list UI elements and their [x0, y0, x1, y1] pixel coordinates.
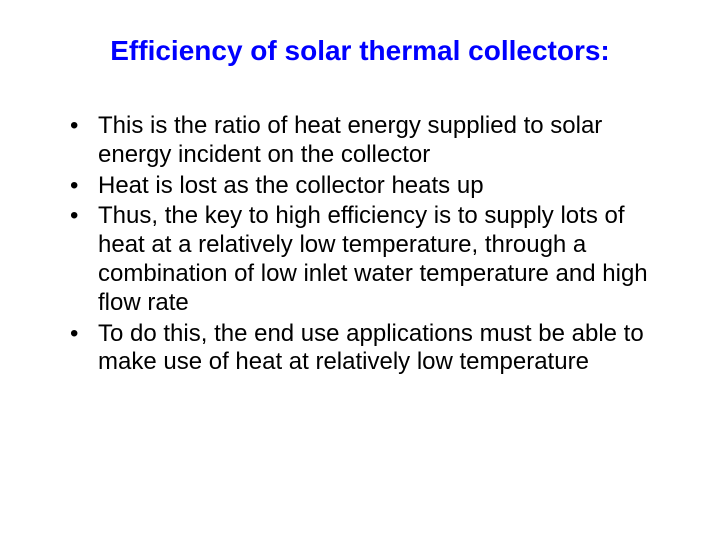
bullet-item: To do this, the end use applications mus…: [70, 320, 670, 378]
slide-title: Efficiency of solar thermal collectors:: [50, 35, 670, 67]
bullet-item: Heat is lost as the collector heats up: [70, 172, 670, 201]
bullet-list: This is the ratio of heat energy supplie…: [50, 112, 670, 377]
bullet-item: This is the ratio of heat energy supplie…: [70, 112, 670, 170]
bullet-item: Thus, the key to high efficiency is to s…: [70, 202, 670, 317]
